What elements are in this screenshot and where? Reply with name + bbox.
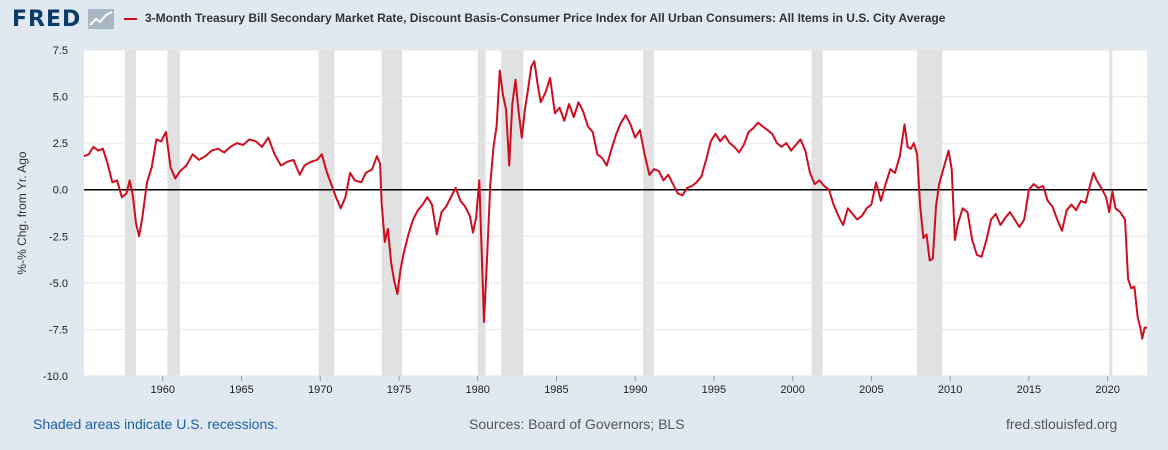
y-tick-label: 0.0 bbox=[53, 185, 68, 197]
x-tick-label: 2020 bbox=[1095, 384, 1119, 396]
y-tick-label: 7.5 bbox=[53, 45, 68, 57]
legend-series-swatch bbox=[124, 18, 137, 20]
plot-area bbox=[84, 50, 1147, 376]
grid-lines bbox=[84, 49, 1147, 377]
x-tick-label: 1980 bbox=[465, 384, 489, 396]
legend-series-title[interactable]: 3-Month Treasury Bill Secondary Market R… bbox=[145, 11, 946, 25]
x-tick-label: 1965 bbox=[229, 384, 253, 396]
x-tick-label: 1985 bbox=[544, 384, 568, 396]
y-tick-label: 2.5 bbox=[53, 138, 68, 150]
series-line[interactable] bbox=[83, 60, 1147, 340]
x-tick-label: 2005 bbox=[859, 384, 883, 396]
recession-band bbox=[643, 50, 655, 376]
y-axis-label: %-% Chg. from Yr. Ago bbox=[15, 151, 29, 274]
trend-line-icon bbox=[88, 9, 114, 29]
recession-band bbox=[1109, 50, 1113, 376]
site-link[interactable]: fred.stlouisfed.org bbox=[1006, 416, 1118, 432]
recession-band bbox=[124, 50, 136, 376]
recession-band bbox=[381, 50, 403, 376]
x-tick-label: 2000 bbox=[780, 384, 804, 396]
x-tick-label: 1995 bbox=[702, 384, 726, 396]
recession-band bbox=[318, 50, 335, 376]
chart-header: FRED 3-Month Treasury Bill Secondary Mar… bbox=[0, 0, 1168, 40]
recession-band bbox=[811, 50, 823, 376]
y-tick-label: -10.0 bbox=[43, 371, 68, 383]
x-tick-label: 2015 bbox=[1017, 384, 1041, 396]
recession-band bbox=[167, 50, 181, 376]
x-tick-label: 1990 bbox=[623, 384, 647, 396]
recession-band bbox=[477, 50, 486, 376]
x-tick-label: 1960 bbox=[150, 384, 174, 396]
x-tick-label: 1970 bbox=[308, 384, 332, 396]
y-tick-label: -5.0 bbox=[49, 278, 68, 290]
fred-logo[interactable]: FRED bbox=[12, 7, 82, 32]
x-tick-label: 2010 bbox=[938, 384, 962, 396]
y-tick-label: -2.5 bbox=[49, 231, 68, 243]
y-axis: 7.5 5.0 2.5 0.0 -2.5 -5.0 -7.5 -10.0 bbox=[43, 45, 68, 383]
sources-text: Sources: Board of Governors; BLS bbox=[469, 416, 685, 432]
y-tick-label: 5.0 bbox=[53, 92, 68, 104]
x-tick-label: 1975 bbox=[387, 384, 411, 396]
x-axis: 1960 1965 1970 1975 1980 1985 1990 1995 2000 2005… bbox=[150, 376, 1120, 396]
y-tick-label: -7.5 bbox=[49, 324, 68, 336]
recession-note-link[interactable]: Shaded areas indicate U.S. recessions. bbox=[33, 416, 279, 432]
